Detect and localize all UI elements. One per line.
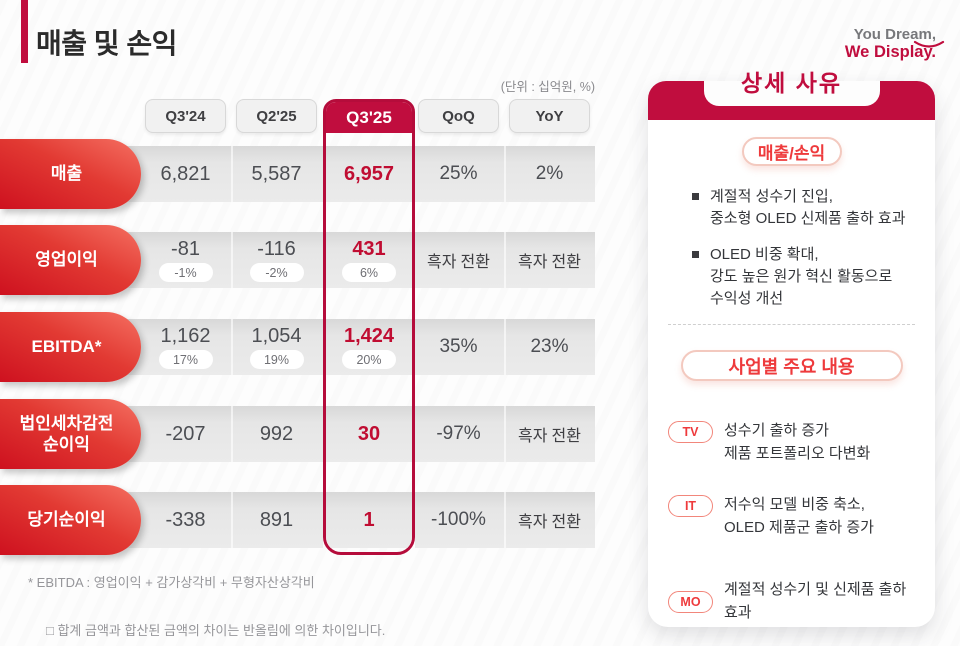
row-label: 매출	[0, 139, 141, 209]
table-cell: 흑자 전환	[427, 254, 490, 271]
logo-line2: We Display.	[844, 43, 936, 62]
business-item-line: 성수기 출하 증가	[724, 422, 829, 440]
bullet-line: 강도 높은 원가 혁신 활동으로	[710, 268, 893, 286]
row-label: 영업이익	[0, 225, 141, 295]
bullet-line: 중소형 OLED 신제품 출하 효과	[710, 210, 906, 228]
pl-bullet-list: 계절적 성수기 진입, 중소형 OLED 신제품 출하 효과 OLED 비중 확…	[668, 186, 915, 310]
column-header-q3-24: Q3'24	[145, 99, 226, 133]
table-cell-highlight: 1	[363, 508, 375, 531]
row-label: 법인세차감전 순이익	[0, 399, 141, 469]
row-band	[415, 232, 595, 288]
business-item-it: IT 저수익 모델 비중 축소, OLED 제품군 출하 증가	[668, 494, 915, 539]
column-header-yoy: YoY	[509, 99, 590, 133]
business-item-list: TV 성수기 출하 증가 제품 포트폴리오 다변화 IT 저수익 모델 비중 축…	[668, 420, 915, 624]
footnote-ebitda: * EBITDA : 영업이익 + 감가상각비 + 무형자산상각비	[28, 575, 315, 590]
row-band	[415, 406, 595, 462]
bullet-line: 수익성 개선	[710, 290, 784, 308]
column-header-q2-25: Q2'25	[236, 99, 317, 133]
table-cell: 2%	[535, 163, 564, 184]
table-cell-highlight: 1,424 20%	[323, 319, 415, 375]
column-header-qoq: QoQ	[418, 99, 499, 133]
table-cell: -338	[165, 508, 206, 531]
table-cell: 흑자 전환	[518, 428, 581, 445]
table-cell: 5,587	[251, 162, 302, 185]
table-cell: 891	[259, 508, 294, 531]
business-item-line: 저수익 모델 비중 축소,	[724, 496, 865, 514]
bullet-line: OLED 비중 확대,	[710, 246, 819, 264]
table-cell: 992	[259, 422, 294, 445]
brand-logo: You Dream, We Display.	[845, 26, 936, 62]
detail-panel-body: 매출/손익 계절적 성수기 진입, 중소형 OLED 신제품 출하 효과 OLE…	[648, 120, 935, 627]
business-item-line: 계절적 성수기 및 신제품 출하 효과	[724, 581, 907, 621]
detail-panel-title: 상세 사유	[740, 70, 843, 96]
row-label: 당기순이익	[0, 485, 141, 555]
smile-icon	[913, 40, 945, 48]
highlight-cell-bg	[326, 492, 412, 548]
column-header-q3-25: Q3'25	[326, 102, 412, 133]
bullet-item: OLED 비중 확대, 강도 높은 원가 혁신 활동으로 수익성 개선	[692, 244, 915, 310]
dashed-divider	[668, 324, 915, 326]
logo-line1: You Dream,	[853, 26, 936, 43]
table-cell: -207	[165, 422, 206, 445]
detail-panel: 상세 사유 매출/손익 계절적 성수기 진입, 중소형 OLED 신제품 출하 …	[648, 70, 935, 627]
highlight-cell-bg	[326, 146, 412, 202]
bullet-square-icon	[692, 193, 699, 200]
table-cell: -97%	[436, 423, 481, 444]
table-cell: 35%	[439, 336, 478, 357]
row-band	[415, 319, 595, 375]
table-cell: -100%	[431, 509, 486, 530]
title-accent-bar	[21, 0, 28, 63]
detail-panel-header-notch	[703, 81, 880, 106]
table-cell: -116 -2%	[231, 232, 322, 288]
page-title: 매출 및 손익	[36, 28, 177, 59]
business-item-mo: MO 계절적 성수기 및 신제품 출하 효과	[668, 579, 915, 624]
business-item-line: 제품 포트폴리오 다변화	[724, 444, 871, 462]
mo-tag-badge: MO	[668, 591, 713, 614]
bullet-square-icon	[692, 251, 699, 259]
row-label: EBITDA*	[0, 312, 141, 382]
table-cell-highlight: 431 6%	[323, 232, 415, 288]
bullet-item: 계절적 성수기 진입, 중소형 OLED 신제품 출하 효과	[692, 186, 915, 230]
badge-revenue-pl: 매출/손익	[741, 137, 842, 166]
footnote-rounding: □ 합계 금액과 합산된 금액의 차이는 반올림에 의한 차이입니다.	[46, 623, 386, 638]
table-cell: 흑자 전환	[518, 514, 581, 531]
business-item-line: OLED 제품군 출하 증가	[724, 518, 874, 536]
bullet-line: 계절적 성수기 진입,	[710, 188, 833, 205]
badge-business-summary: 사업별 주요 내용	[680, 350, 903, 382]
row-band	[415, 492, 595, 548]
it-tag-badge: IT	[668, 495, 713, 518]
table-cell: 흑자 전환	[518, 254, 581, 271]
table-cell: 1,162 17%	[140, 319, 231, 375]
table-cell: 6,821	[160, 162, 211, 185]
table-cell: 23%	[530, 336, 569, 357]
table-cell: -81 -1%	[140, 232, 231, 288]
business-item-tv: TV 성수기 출하 증가 제품 포트폴리오 다변화	[668, 420, 915, 465]
row-band	[415, 146, 595, 202]
unit-note: (단위 : 십억원, %)	[500, 80, 595, 94]
table-cell: 25%	[439, 163, 478, 184]
table-cell: 1,054 19%	[231, 319, 322, 375]
highlight-cell-bg	[326, 406, 412, 462]
tv-tag-badge: TV	[668, 421, 713, 444]
table-cell-highlight: 30	[357, 422, 381, 445]
table-cell-highlight: 6,957	[343, 162, 395, 185]
